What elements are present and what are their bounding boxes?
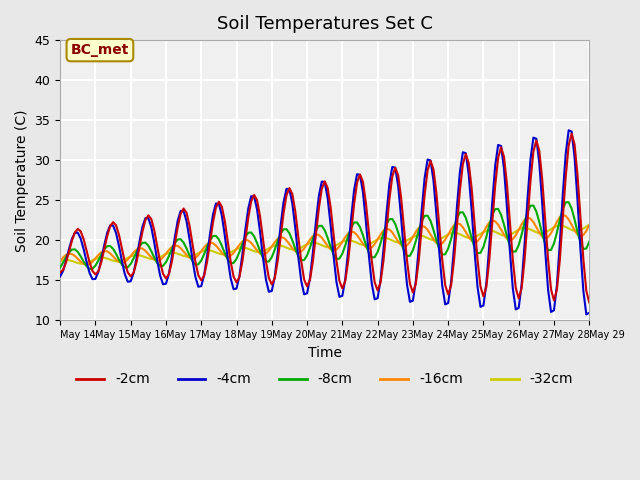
Title: Soil Temperatures Set C: Soil Temperatures Set C [217,15,433,33]
Y-axis label: Soil Temperature (C): Soil Temperature (C) [15,109,29,252]
X-axis label: Time: Time [308,346,342,360]
Text: BC_met: BC_met [71,43,129,57]
Legend: -2cm, -4cm, -8cm, -16cm, -32cm: -2cm, -4cm, -8cm, -16cm, -32cm [70,367,579,392]
